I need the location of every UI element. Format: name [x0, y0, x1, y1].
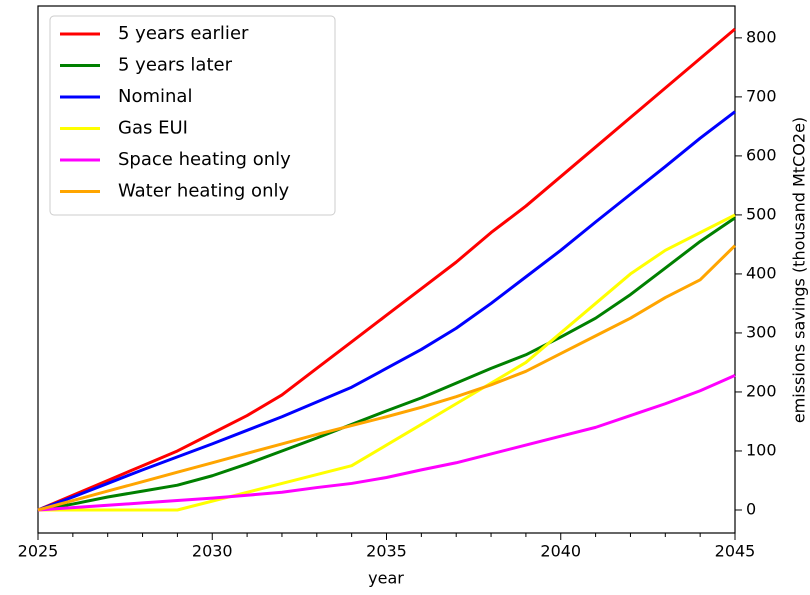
y-tick-label: 800	[746, 27, 777, 46]
series-line	[38, 213, 736, 512]
x-tick-label: 2040	[540, 542, 581, 561]
series-line	[37, 374, 736, 512]
x-tick-label: 2025	[18, 542, 59, 561]
legend-label: 5 years earlier	[118, 23, 249, 44]
legend-label: Water heating only	[118, 181, 289, 202]
x-tick-label: 2045	[715, 542, 756, 561]
y-tick-label: 300	[746, 322, 777, 341]
series-line	[37, 27, 736, 512]
legend-label: Gas EUI	[118, 118, 188, 139]
legend-label: 5 years later	[118, 55, 233, 76]
y-tick-label: 600	[746, 145, 777, 164]
series-line	[37, 216, 736, 512]
x-tick-label: 2035	[366, 542, 407, 561]
y-tick-label: 400	[746, 263, 777, 282]
x-tick-label: 2030	[192, 542, 233, 561]
legend-box	[49, 15, 336, 216]
legend-label: Space heating only	[118, 149, 291, 170]
y-tick-label: 700	[746, 86, 777, 105]
y-tick-label: 100	[746, 440, 777, 459]
y-tick-label: 0	[746, 499, 756, 518]
y-tick-label: 500	[746, 204, 777, 223]
y-axis-label: emissions savings (thousand MtCO2e)	[790, 117, 809, 423]
legend: 5 years earlier 5 years later Nominal Gas E…	[49, 15, 336, 216]
series-line	[37, 244, 737, 512]
series-line	[37, 110, 736, 512]
legend-label: Nominal	[118, 86, 192, 107]
y-tick-label: 200	[746, 381, 777, 400]
x-axis-label: year	[368, 569, 404, 588]
